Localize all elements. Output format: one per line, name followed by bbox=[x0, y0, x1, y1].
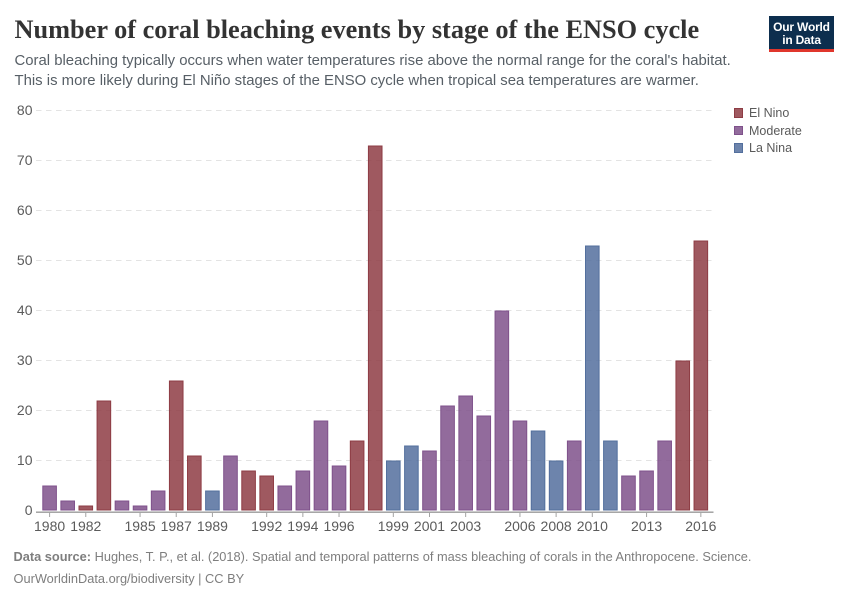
svg-text:2016: 2016 bbox=[685, 518, 716, 534]
svg-text:2010: 2010 bbox=[577, 518, 608, 534]
svg-text:40: 40 bbox=[17, 302, 33, 318]
svg-text:2013: 2013 bbox=[631, 518, 662, 534]
svg-text:1985: 1985 bbox=[124, 518, 155, 534]
svg-text:30: 30 bbox=[17, 352, 33, 368]
svg-text:50: 50 bbox=[17, 252, 33, 268]
svg-text:20: 20 bbox=[17, 402, 33, 418]
svg-text:70: 70 bbox=[17, 152, 33, 168]
svg-text:10: 10 bbox=[17, 452, 33, 468]
svg-text:1980: 1980 bbox=[34, 518, 65, 534]
svg-text:1987: 1987 bbox=[161, 518, 192, 534]
svg-text:80: 80 bbox=[17, 102, 33, 118]
svg-text:1989: 1989 bbox=[197, 518, 228, 534]
svg-text:1982: 1982 bbox=[70, 518, 101, 534]
svg-text:1999: 1999 bbox=[378, 518, 409, 534]
svg-text:2003: 2003 bbox=[450, 518, 481, 534]
svg-text:2001: 2001 bbox=[414, 518, 445, 534]
svg-text:1992: 1992 bbox=[251, 518, 282, 534]
svg-text:1994: 1994 bbox=[287, 518, 318, 534]
svg-text:0: 0 bbox=[25, 502, 33, 518]
svg-text:60: 60 bbox=[17, 202, 33, 218]
svg-text:2008: 2008 bbox=[541, 518, 572, 534]
svg-text:2006: 2006 bbox=[504, 518, 535, 534]
svg-text:1996: 1996 bbox=[323, 518, 354, 534]
